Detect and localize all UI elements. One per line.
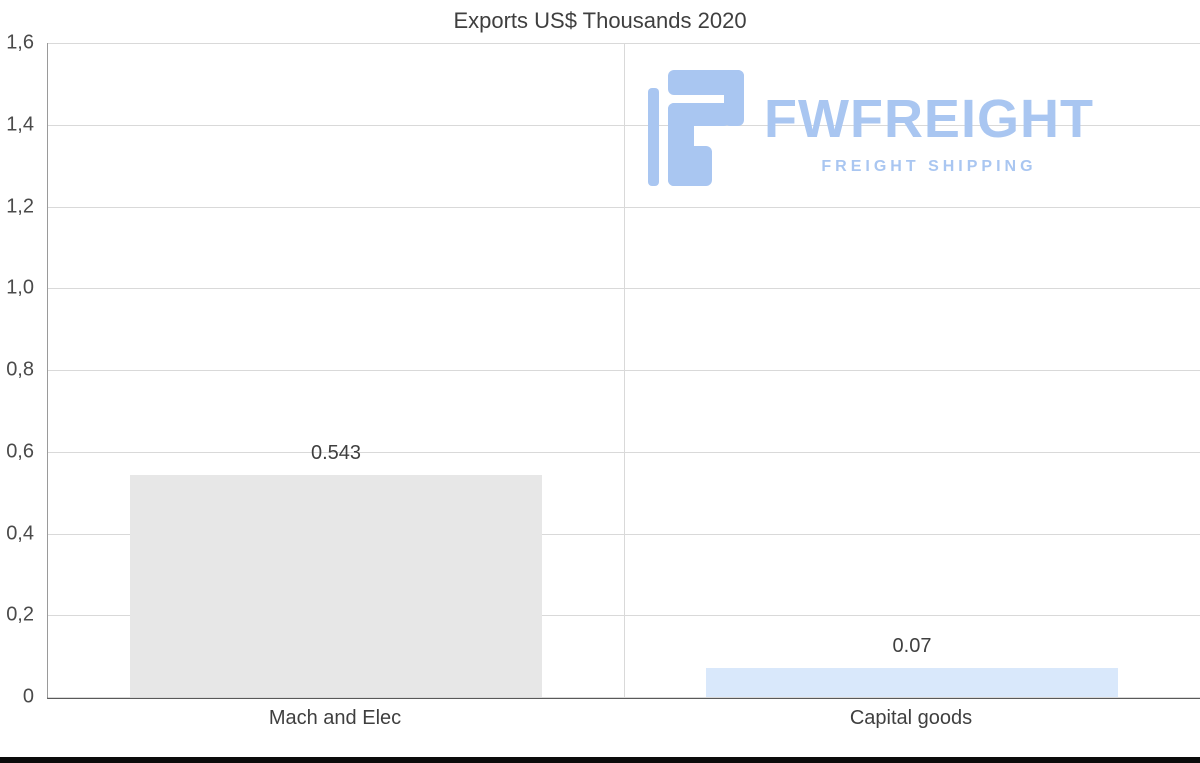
brand-name: FWFREIGHT	[764, 89, 1094, 149]
y-tick-label: 0,2	[6, 603, 34, 626]
v-gridline	[624, 43, 625, 697]
y-tick-label: 0,4	[6, 522, 34, 544]
bottom-edge-bar	[0, 757, 1200, 763]
fwfreight-logo-icon	[648, 70, 744, 186]
y-tick-label: 1,6	[6, 31, 34, 54]
watermark-text: FWFREIGHT FREIGHT SHIPPING	[764, 92, 1094, 176]
y-tick-label: 0	[22, 685, 34, 708]
x-axis: Mach and Elec Capital goods	[47, 707, 1199, 739]
category-slot: 0.543	[48, 43, 624, 697]
chart-title: Exports US$ Thousands 2020	[453, 8, 747, 33]
category-slot: 0.07	[624, 43, 1200, 697]
y-tick-label: 1,4	[6, 113, 34, 136]
category-label: Mach and Elec	[268, 707, 402, 729]
h-gridline	[48, 697, 1200, 698]
plot-area: 0.543 0.07	[47, 43, 1200, 699]
y-tick-label: 0,8	[6, 358, 34, 381]
bar-value-label: 0.07	[892, 635, 932, 658]
bar-value-label: 0.543	[310, 442, 362, 465]
y-tick-label: 1,0	[6, 276, 34, 299]
watermark-logo: FWFREIGHT FREIGHT SHIPPING	[648, 70, 1094, 186]
y-axis: 0 0,2 0,4 0,6 0,8 1,0 1,2 1,4 1,6	[0, 32, 40, 708]
y-tick-label: 1,2	[6, 195, 34, 217]
y-tick-label: 0,6	[6, 440, 34, 463]
bar-capital-goods	[706, 668, 1118, 697]
category-label: Capital goods	[849, 707, 973, 729]
brand-tagline: FREIGHT SHIPPING	[821, 158, 1037, 175]
bar-mach-and-elec	[130, 475, 542, 697]
